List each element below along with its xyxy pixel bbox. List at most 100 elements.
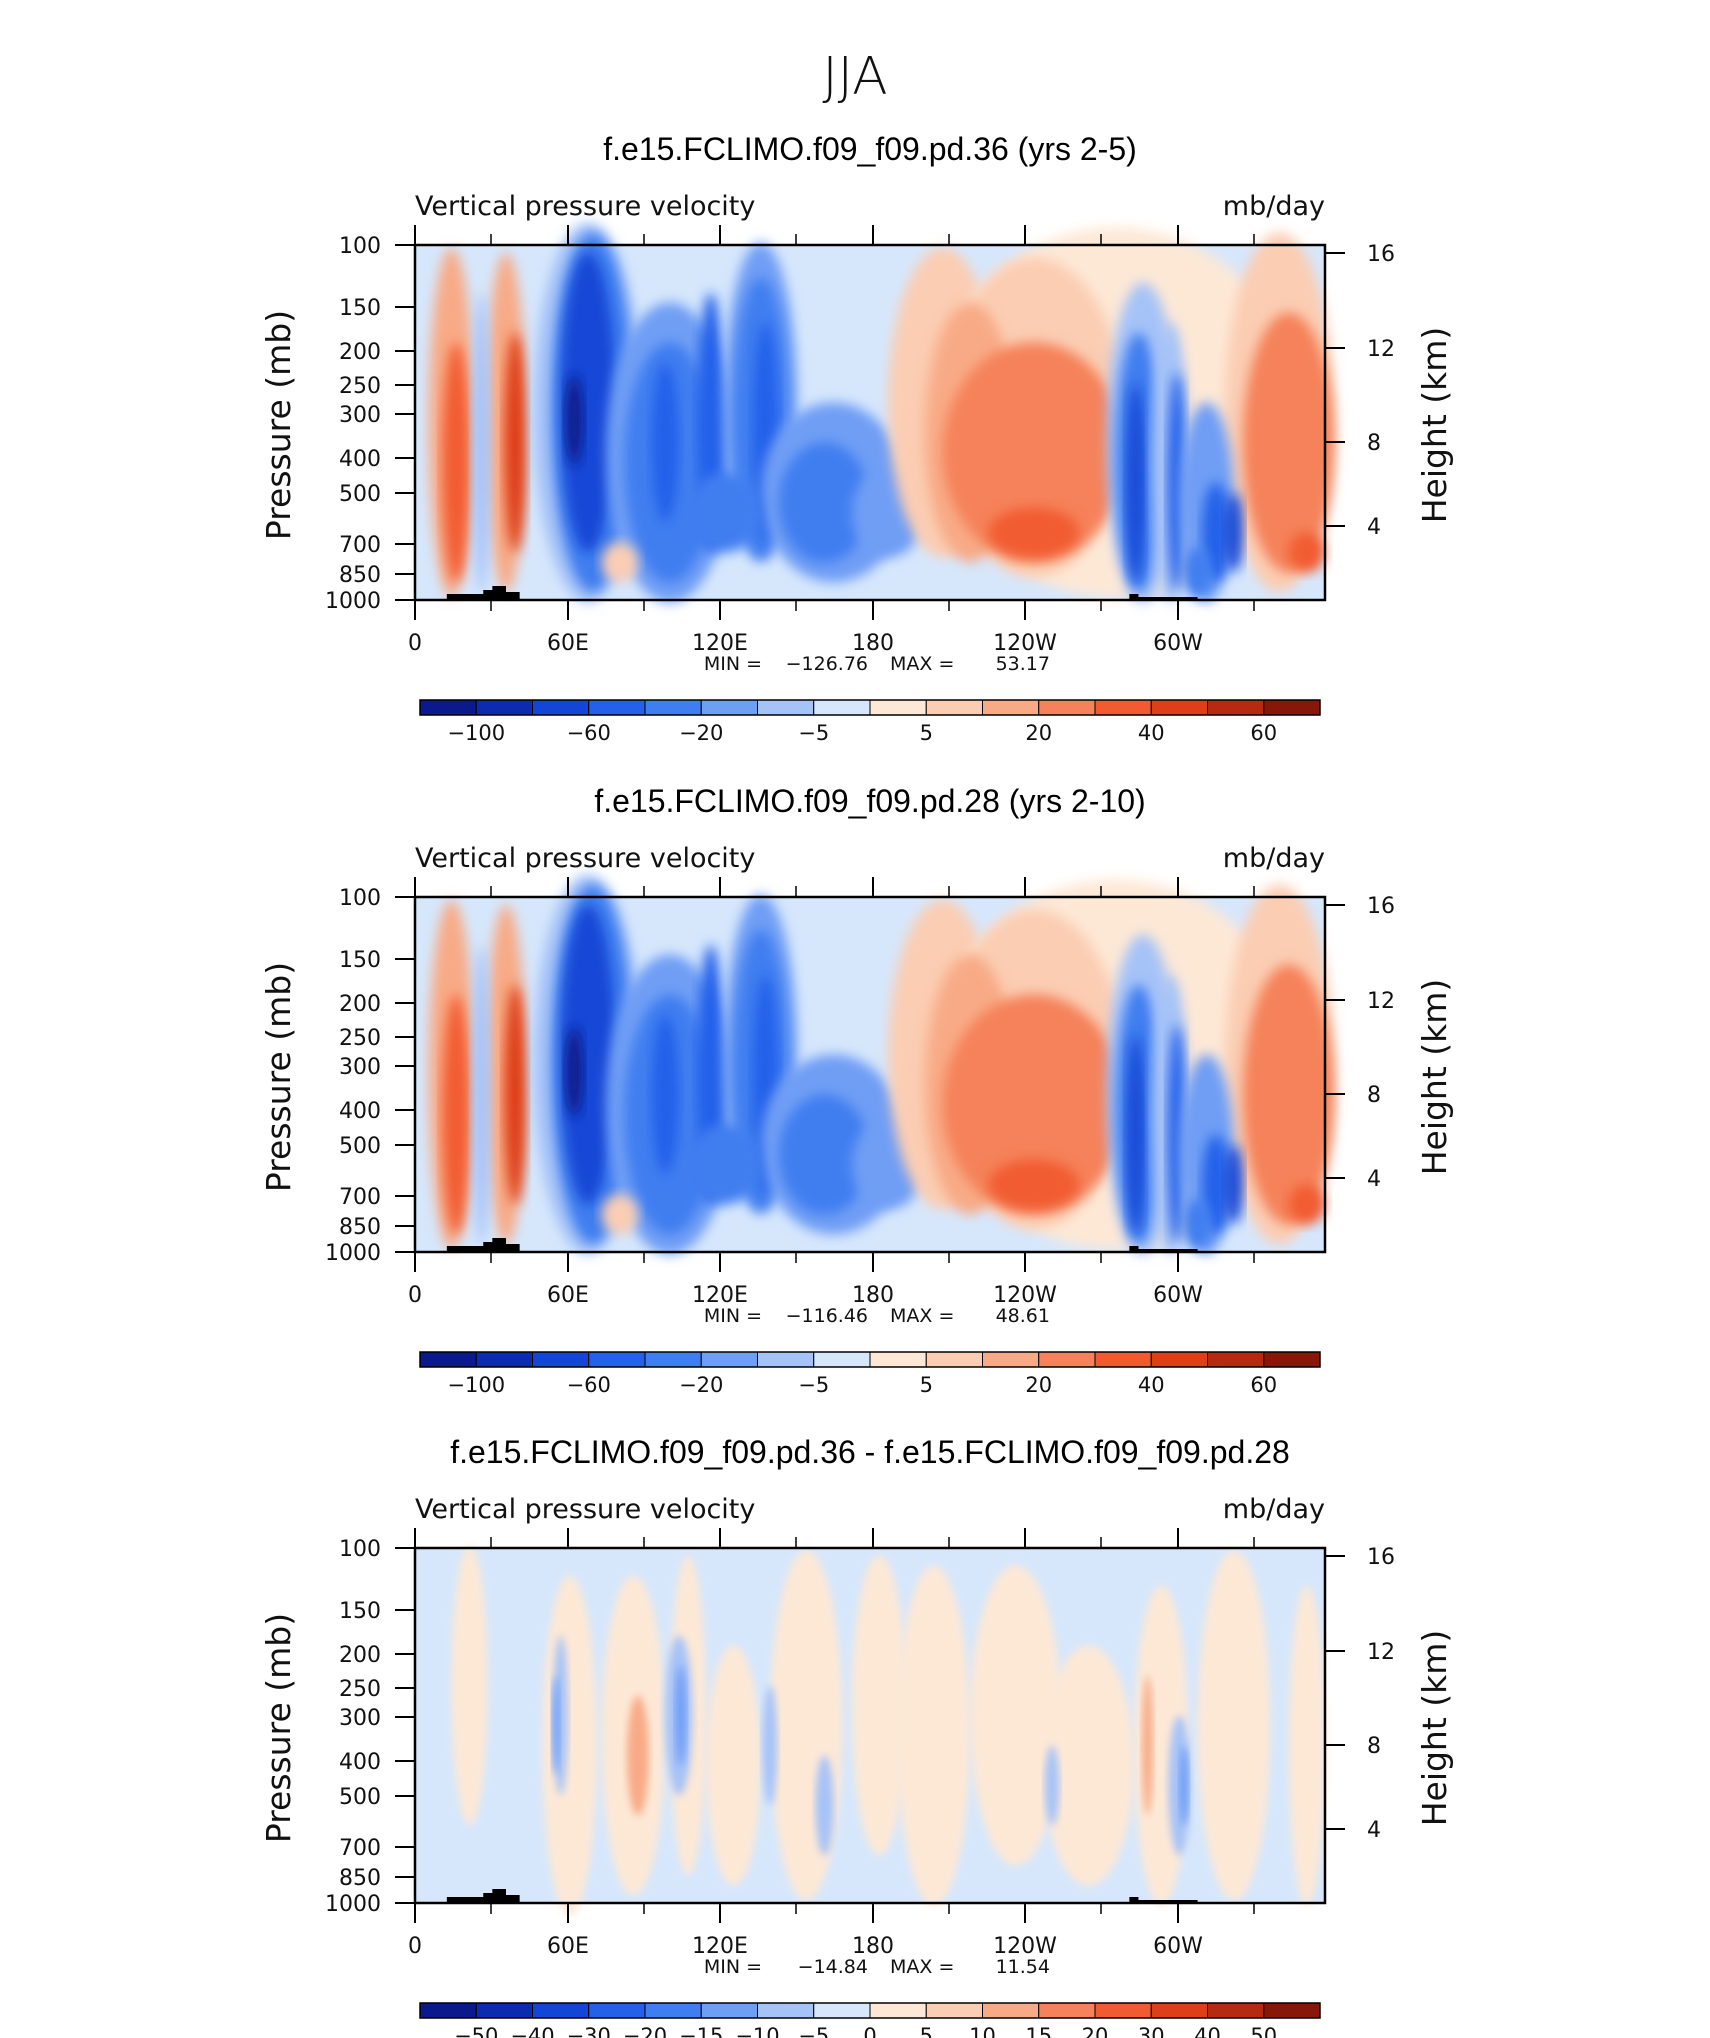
y-tick-label: 250	[339, 1026, 381, 1051]
x-tick-label: 60W	[1153, 1934, 1203, 1959]
contour-region	[504, 332, 527, 553]
colorbar-label: 50	[1250, 2024, 1277, 2038]
contour-field	[415, 222, 1335, 603]
colorbar-swatch	[532, 1351, 590, 1368]
max-value: 11.54	[996, 1956, 1050, 1978]
contour-region	[815, 1755, 834, 1856]
colorbar-swatch	[588, 699, 646, 716]
contour-region	[442, 342, 470, 583]
colorbar-label: 40	[1138, 721, 1165, 745]
contour-field	[415, 874, 1335, 1255]
colorbar-swatch	[757, 1351, 815, 1368]
units-header: mb/day	[1223, 191, 1325, 222]
contour-region	[1243, 964, 1335, 1225]
contour-region	[472, 292, 491, 593]
contour-region	[942, 342, 1125, 563]
contour-region	[1183, 1199, 1212, 1250]
contour-region	[688, 1124, 761, 1205]
contour-region	[651, 1014, 679, 1175]
colorbar-label: −15	[679, 2024, 723, 2038]
colorbar-label: −50	[454, 2024, 498, 2038]
colorbar-frame	[419, 699, 1321, 716]
x-tick-label: 60E	[547, 631, 589, 656]
topography-mask	[1129, 1246, 1198, 1252]
colorbar-label: −20	[679, 1373, 723, 1397]
contour-region	[1224, 1144, 1244, 1225]
plot-frame	[413, 243, 1327, 602]
x-tick-label: 60W	[1153, 631, 1203, 656]
panel-3: f.e15.FCLIMO.f09_f09.pd.36 - f.e15.FCLIM…	[259, 1434, 1454, 2038]
y-tick-label: 250	[339, 374, 381, 399]
left-header: Vertical pressure velocity	[415, 1494, 755, 1525]
y-tick-label: 500	[339, 482, 381, 507]
colorbar-frame	[419, 2002, 1321, 2019]
contour-region	[988, 1159, 1080, 1210]
colorbar-swatch	[532, 2002, 590, 2019]
units-header: mb/day	[1223, 843, 1325, 874]
contour-region	[1243, 312, 1335, 573]
x-tick-label: 120W	[993, 1283, 1057, 1308]
y-right-tick-label: 8	[1367, 1734, 1381, 1759]
y-tick-label: 850	[339, 1215, 381, 1240]
contour-field	[415, 1545, 1326, 1916]
contour-region	[504, 984, 527, 1205]
y-tick-label: 150	[339, 1599, 381, 1624]
contour-region	[762, 1685, 778, 1806]
y-tick-label: 200	[339, 992, 381, 1017]
contour-region	[560, 252, 616, 553]
contour-region	[542, 1575, 597, 1916]
topography-mask	[446, 1238, 520, 1252]
contour-region	[565, 375, 584, 465]
contour-region	[472, 944, 491, 1245]
colorbar-label: −60	[567, 1373, 611, 1397]
contour-region	[1044, 1745, 1060, 1826]
y-tick-label: 100	[339, 234, 381, 259]
colorbar-label: −5	[798, 721, 829, 745]
topography-mask	[1129, 1897, 1198, 1903]
min-label: MIN =	[704, 1305, 762, 1327]
contour-region	[1224, 492, 1244, 573]
y-right-tick-label: 4	[1367, 515, 1381, 540]
colorbar-label: 20	[1082, 2024, 1109, 2038]
colorbar-swatch	[700, 699, 758, 716]
contour-region	[688, 472, 761, 553]
x-tick-label: 120W	[993, 1934, 1057, 1959]
colorbar-label: 60	[1250, 721, 1277, 745]
contour-region	[1197, 1550, 1271, 1901]
panel-2: f.e15.FCLIMO.f09_f09.pd.28 (yrs 2-10) Ver…	[259, 783, 1454, 1397]
y-right-tick-label: 12	[1367, 1640, 1395, 1665]
contour-region	[442, 994, 470, 1235]
colorbar-swatch	[1263, 699, 1321, 716]
colorbar-label: −100	[447, 1373, 505, 1397]
colorbar-swatch	[869, 2002, 927, 2019]
colorbar-swatch	[644, 2002, 702, 2019]
y-tick-label: 700	[339, 1185, 381, 1210]
contour-region	[769, 1550, 843, 1901]
y-tick-label: 400	[339, 447, 381, 472]
max-label: MAX =	[890, 1956, 954, 1978]
contour-region	[779, 442, 870, 563]
x-tick-label: 0	[408, 1283, 422, 1308]
colorbar-swatch	[1150, 1351, 1208, 1368]
colorbar-frame	[419, 1351, 1321, 1368]
colorbar-swatch	[475, 2002, 533, 2019]
topography-mask	[446, 586, 520, 600]
colorbar-swatch	[1207, 1351, 1265, 1368]
y-axis-label: Pressure (mb)	[259, 310, 298, 540]
contour-region	[942, 994, 1125, 1215]
contour-region	[851, 1555, 907, 1856]
colorbar-swatch	[532, 699, 590, 716]
contour-region	[1183, 547, 1212, 598]
colorbar-swatch	[925, 2002, 983, 2019]
colorbar-swatch	[813, 699, 871, 716]
min-label: MIN =	[704, 1956, 762, 1978]
x-tick-label: 120E	[692, 631, 748, 656]
contour-region	[897, 1565, 971, 1906]
contour-region	[675, 1665, 687, 1766]
x-tick-label: 60E	[547, 1934, 589, 1959]
colorbar-swatch	[925, 1351, 983, 1368]
contour-region	[627, 1695, 649, 1816]
y-tick-label: 700	[339, 533, 381, 558]
contour-region	[560, 904, 616, 1205]
